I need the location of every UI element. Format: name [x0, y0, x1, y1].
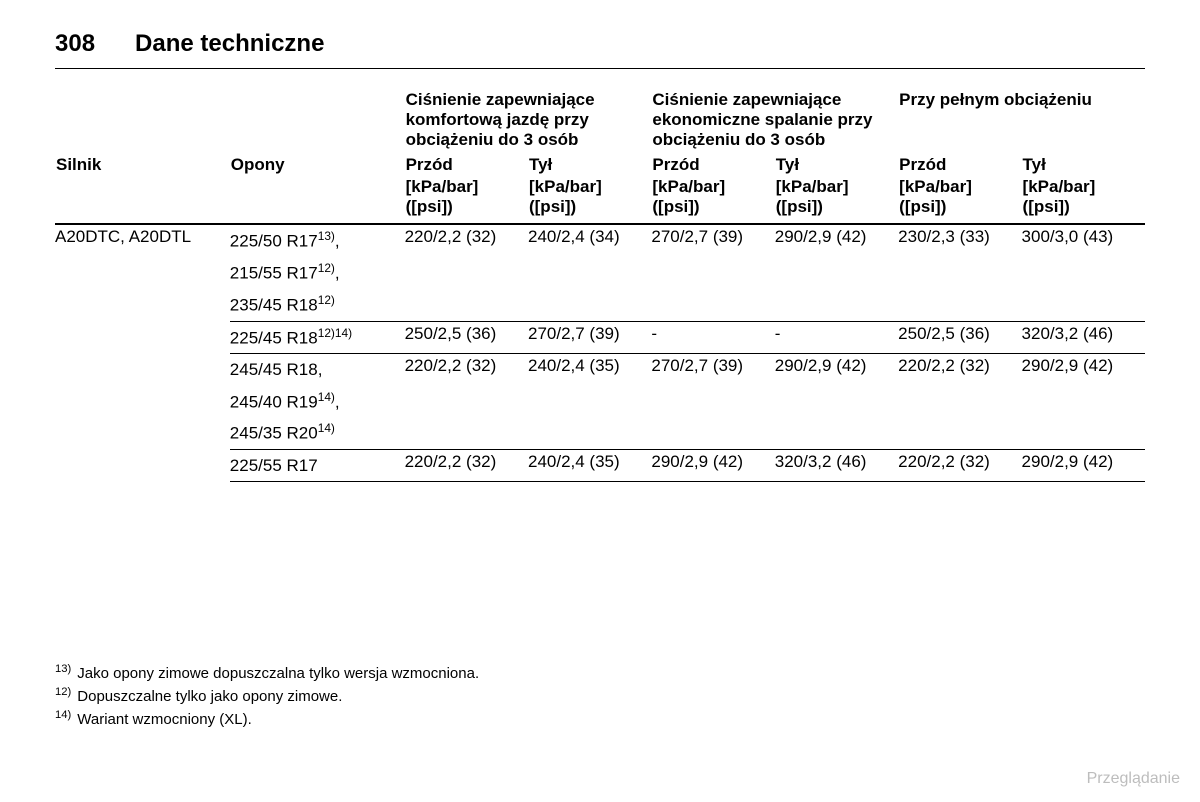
value-cell: 270/2,7 (39): [651, 224, 774, 321]
value-cell: 290/2,9 (42): [1022, 450, 1145, 482]
value-cell: 240/2,4 (34): [528, 224, 651, 321]
col-front: Przód: [405, 154, 528, 176]
tyre-cell: 245/45 R18,: [230, 354, 405, 386]
engine-cell: [55, 450, 230, 482]
footnotes: 13)Jako opony zimowe dopuszczalna tylko …: [55, 663, 479, 732]
footnote: 13)Jako opony zimowe dopuszczalna tylko …: [55, 663, 479, 682]
col-unit: [kPa/bar] ([psi]): [405, 176, 528, 224]
value-cell: 290/2,9 (42): [775, 224, 898, 321]
tyre-cell: 225/45 R1812)14): [230, 321, 405, 354]
engine-cell: [55, 321, 230, 354]
page-number: 308: [55, 30, 95, 58]
value-cell: 320/3,2 (46): [775, 450, 898, 482]
value-cell: 290/2,9 (42): [1022, 354, 1145, 450]
footnote: 14)Wariant wzmocniony (XL).: [55, 709, 479, 728]
value-cell: 290/2,9 (42): [651, 450, 774, 482]
tyre-cell: 245/40 R1914),: [230, 386, 405, 418]
value-cell: 220/2,2 (32): [405, 224, 528, 321]
value-cell: -: [775, 321, 898, 354]
col-unit: [kPa/bar] ([psi]): [528, 176, 651, 224]
col-unit: [kPa/bar] ([psi]): [898, 176, 1021, 224]
page-title: Dane techniczne: [135, 30, 324, 58]
col-group-comfort: Ciśnienie zapewniające komfortową jazdę …: [405, 89, 652, 154]
tyre-cell: 235/45 R1812): [230, 289, 405, 321]
engine-cell: [55, 354, 230, 450]
col-group-full: Przy pełnym obciążeniu: [898, 89, 1145, 154]
col-front: Przód: [898, 154, 1021, 176]
col-rear: Tył: [1022, 154, 1145, 176]
value-cell: 220/2,2 (32): [898, 354, 1021, 450]
engine-cell: A20DTC, A20DTL: [55, 224, 230, 321]
col-rear: Tył: [775, 154, 898, 176]
col-unit: [kPa/bar] ([psi]): [775, 176, 898, 224]
page-header: 308 Dane techniczne: [55, 30, 1145, 69]
footnote: 12)Dopuszczalne tylko jako opony zimowe.: [55, 686, 479, 705]
tyre-cell: 245/35 R2014): [230, 417, 405, 449]
value-cell: 320/3,2 (46): [1022, 321, 1145, 354]
value-cell: -: [651, 321, 774, 354]
col-rear: Tył: [528, 154, 651, 176]
tyre-cell: 225/50 R1713),: [230, 224, 405, 257]
col-tyres: Opony: [230, 154, 405, 176]
value-cell: 240/2,4 (35): [528, 450, 651, 482]
pressure-table: Ciśnienie zapewniające komfortową jazdę …: [55, 89, 1145, 482]
tyre-cell: 215/55 R1712),: [230, 257, 405, 289]
value-cell: 270/2,7 (39): [651, 354, 774, 450]
value-cell: 250/2,5 (36): [898, 321, 1021, 354]
value-cell: 220/2,2 (32): [898, 450, 1021, 482]
col-front: Przód: [651, 154, 774, 176]
value-cell: 220/2,2 (32): [405, 354, 528, 450]
col-engine: Silnik: [55, 154, 230, 176]
value-cell: 240/2,4 (35): [528, 354, 651, 450]
value-cell: 290/2,9 (42): [775, 354, 898, 450]
value-cell: 230/2,3 (33): [898, 224, 1021, 321]
value-cell: 250/2,5 (36): [405, 321, 528, 354]
col-unit: [kPa/bar] ([psi]): [1022, 176, 1145, 224]
value-cell: 300/3,0 (43): [1022, 224, 1145, 321]
value-cell: 220/2,2 (32): [405, 450, 528, 482]
watermark: Przeglądanie: [1087, 770, 1180, 788]
value-cell: 270/2,7 (39): [528, 321, 651, 354]
col-unit: [kPa/bar] ([psi]): [651, 176, 774, 224]
col-group-eco: Ciśnienie zapewniające ekonomiczne spala…: [651, 89, 898, 154]
tyre-cell: 225/55 R17: [230, 450, 405, 482]
